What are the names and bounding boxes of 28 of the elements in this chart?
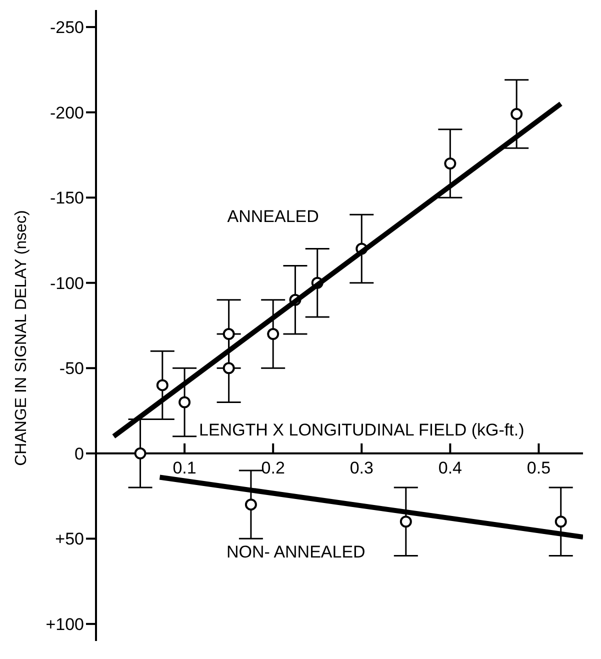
- y-tick-label: -100: [50, 274, 84, 293]
- point: [222, 362, 235, 374]
- y-tick-label: -250: [50, 18, 84, 38]
- point: [134, 447, 146, 460]
- point: [244, 498, 257, 511]
- text: ANNEALED: [227, 207, 319, 226]
- x-tick-label: 0.3: [350, 458, 374, 478]
- point: [178, 396, 191, 408]
- point: [400, 516, 412, 528]
- point: [222, 328, 235, 340]
- y-tick-label: -50: [59, 359, 84, 378]
- point: [554, 516, 567, 528]
- y-tick-label: +100: [46, 614, 84, 634]
- y-tick-label: +50: [55, 530, 84, 549]
- y-tick-label: 0: [74, 444, 84, 464]
- point: [510, 108, 523, 120]
- y-axis-title: CHANGE IN SIGNAL DELAY (nsec): [13, 210, 31, 466]
- x-axis-title: LENGTH X LONGITUDINAL FIELD (kG-ft.): [199, 420, 524, 440]
- point: [267, 328, 280, 340]
- x-tick-label: 0.4: [438, 458, 462, 478]
- text: NON- ANNEALED: [226, 542, 366, 562]
- y-tick-label: -200: [50, 103, 84, 122]
- point: [444, 157, 456, 170]
- x-tick-label: 0.5: [526, 458, 551, 478]
- x-tick-label: 0.2: [261, 458, 285, 478]
- y-tick-label: -150: [50, 188, 84, 208]
- x-tick-label: 0.1: [172, 458, 196, 478]
- point: [156, 379, 168, 392]
